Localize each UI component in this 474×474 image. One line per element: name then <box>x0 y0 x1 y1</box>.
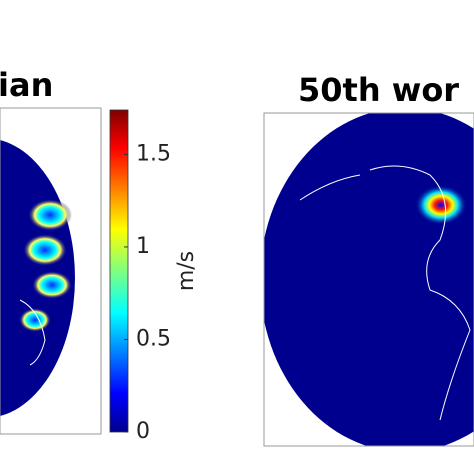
map <box>0 139 75 417</box>
map <box>264 113 474 446</box>
map-frame <box>0 107 102 435</box>
tick-label: 1.5 <box>136 141 171 166</box>
tick-label: 0.5 <box>136 326 171 351</box>
tick-label: 0 <box>136 419 150 444</box>
colorbar: m/s 0 0.5 1 1.5 <box>109 109 199 444</box>
colorbar-scale <box>109 109 129 433</box>
map-frame <box>263 112 474 447</box>
panel-title: ian <box>0 66 53 104</box>
panel-title: 50th wor <box>298 71 459 109</box>
tick-label: 1 <box>136 234 150 259</box>
colorbar-label: m/s <box>174 251 199 291</box>
